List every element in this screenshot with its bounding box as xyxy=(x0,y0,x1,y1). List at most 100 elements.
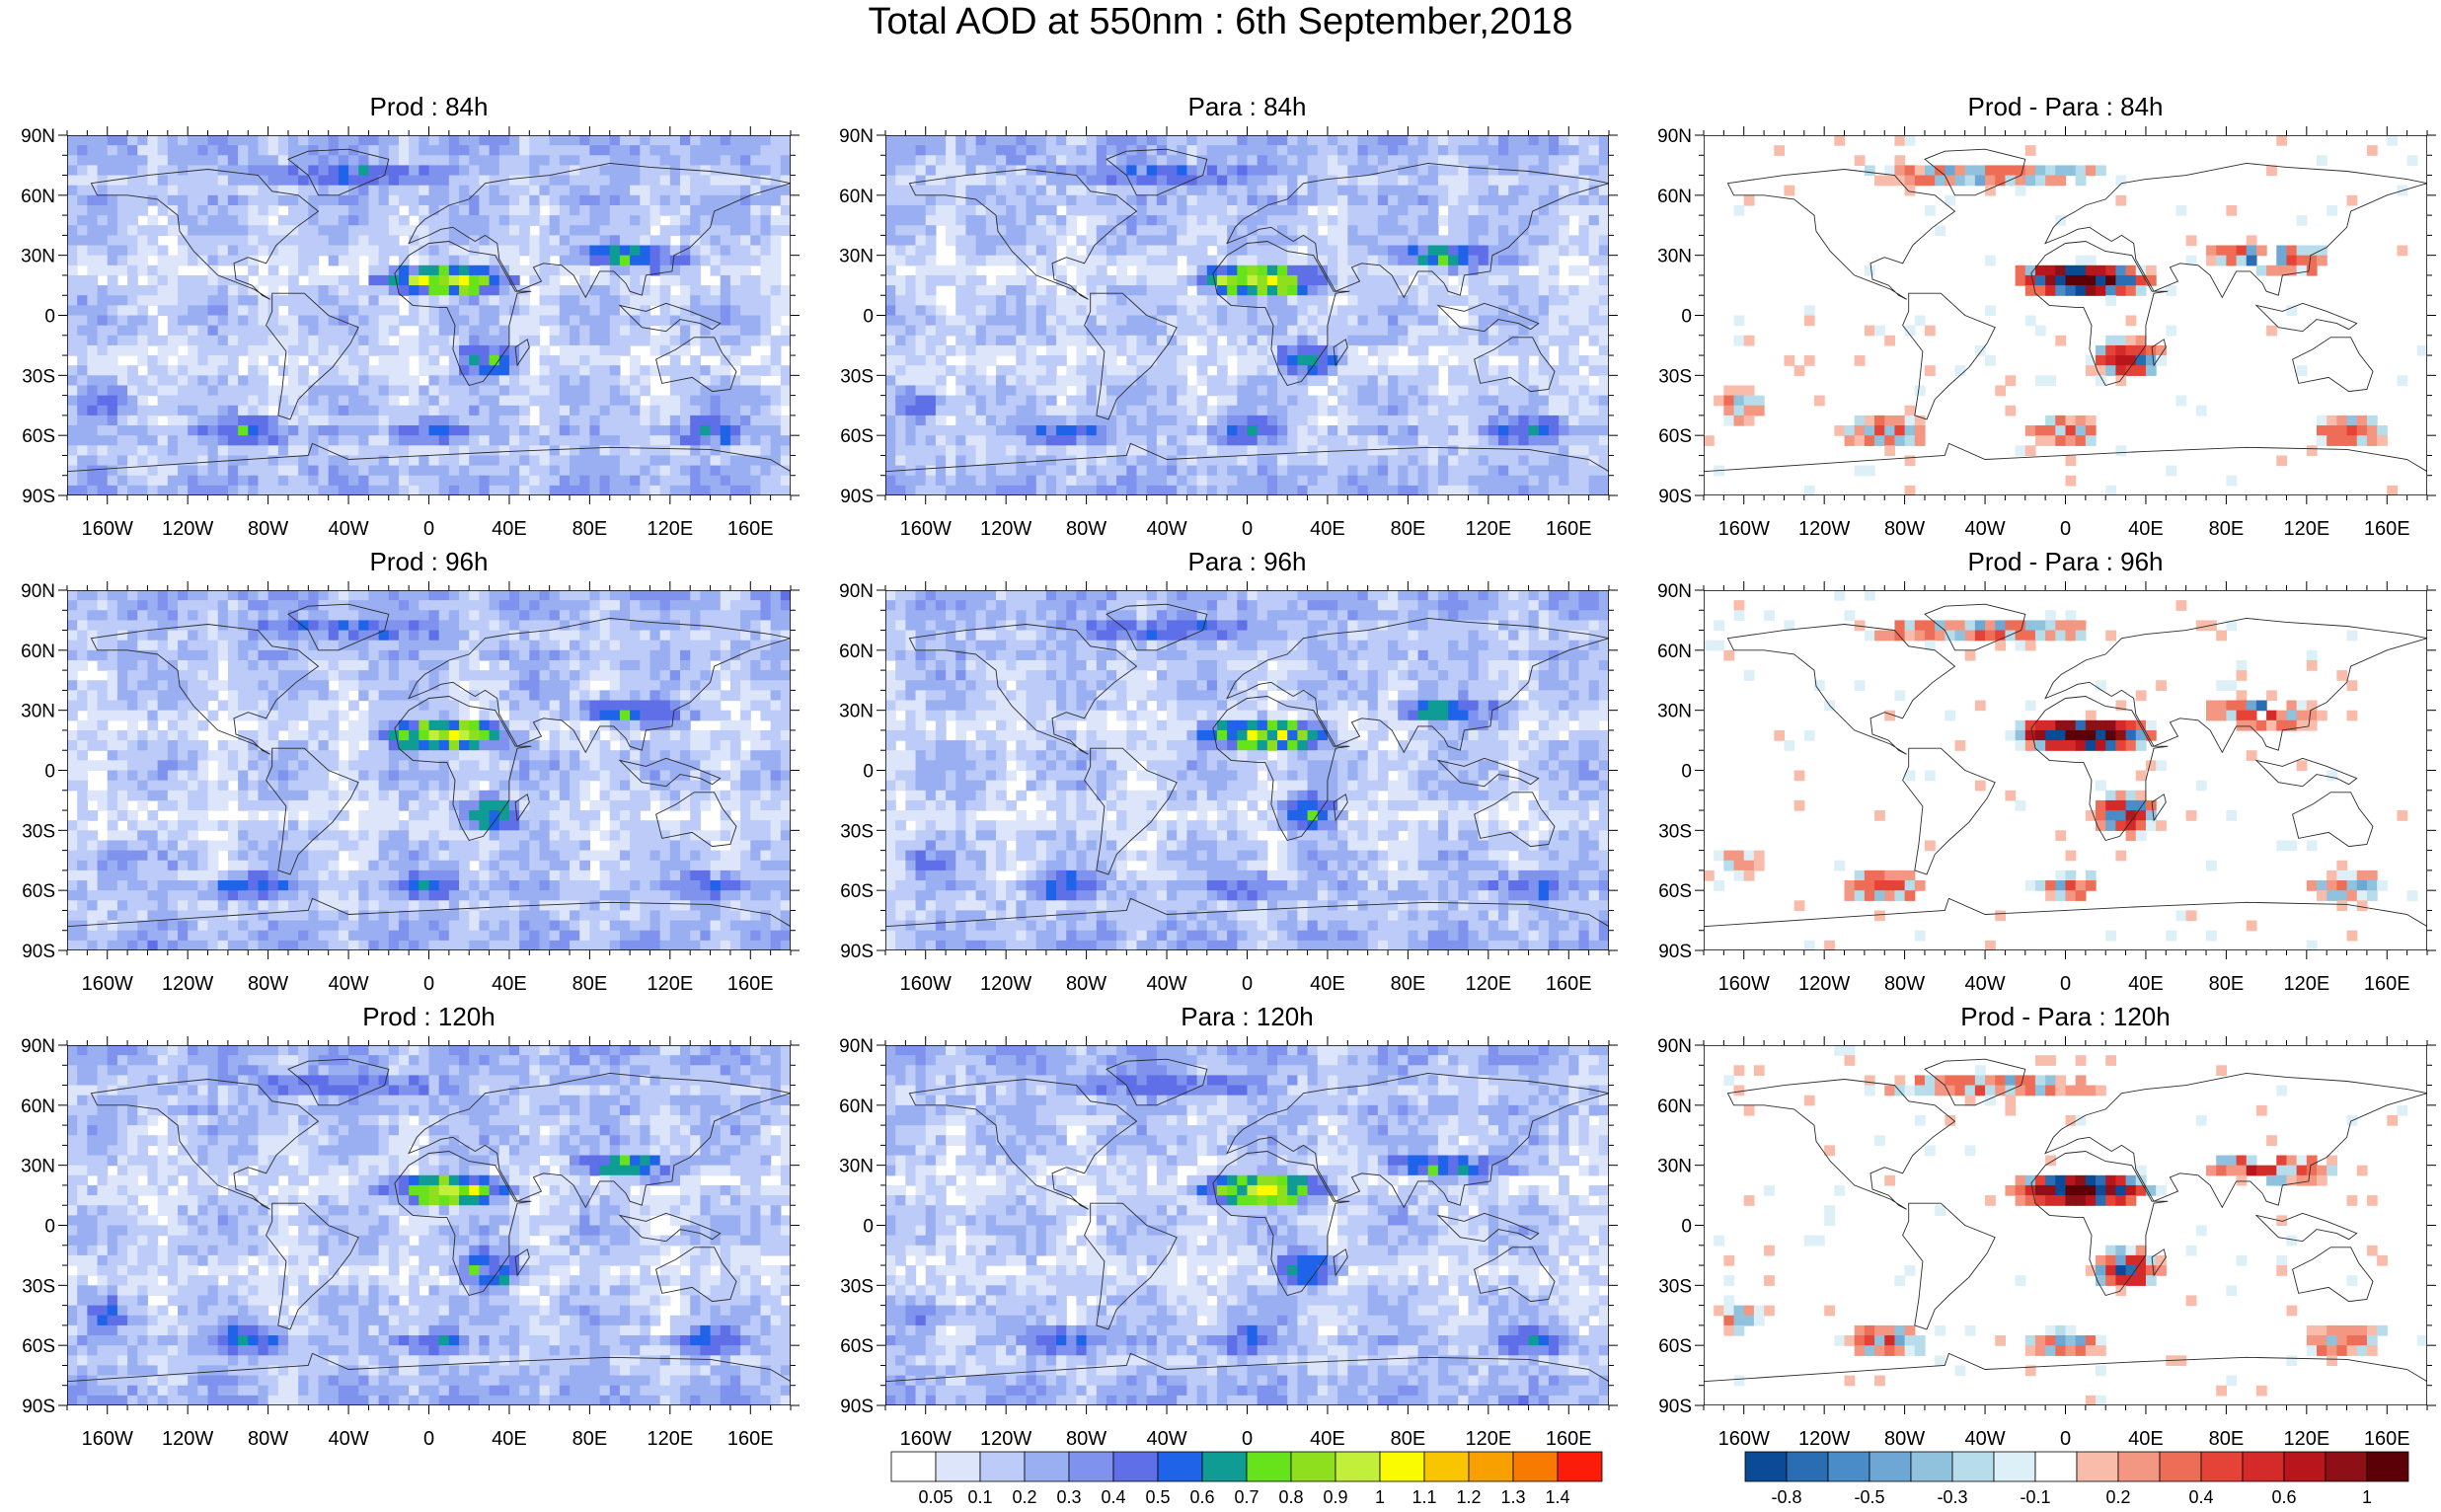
map-field xyxy=(1704,1045,2427,1405)
lon-label: 160E xyxy=(2364,1428,2410,1450)
colorbar-box xyxy=(1827,1451,1870,1482)
lat-label: 90S xyxy=(840,1397,874,1417)
axis-ticks xyxy=(877,581,1618,959)
lat-label: 0 xyxy=(1681,762,1692,783)
lon-label: 80W xyxy=(1066,1428,1106,1450)
axis-ticks xyxy=(877,126,1618,504)
lat-label: 60N xyxy=(1657,642,1692,662)
lon-label: 120E xyxy=(1465,518,1511,540)
lat-label: 30N xyxy=(839,702,874,722)
lon-labels: 160W 120W 80W 40W 0 40E 80E 120E 160E xyxy=(82,518,774,540)
lon-label: 120E xyxy=(2283,973,2329,995)
colorbar-box xyxy=(1512,1451,1559,1482)
colorbar-box xyxy=(1157,1451,1203,1482)
coastlines xyxy=(67,603,791,950)
lon-label: 120W xyxy=(1798,1428,1850,1450)
lat-label: 60N xyxy=(21,187,55,207)
map-panel-diff-120h: 90N 60N 30N 0 30S 60S 90S 160W 120W 80W 40W 0 40E 80E… xyxy=(1657,1036,2436,1450)
lon-label: 160E xyxy=(1546,973,1592,995)
lat-labels: 90N 60N 30N 0 30S 60S 90S xyxy=(839,126,874,507)
lon-labels: 160W 120W 80W 40W 0 40E 80E 120E 160E xyxy=(82,973,774,995)
panel-title-para-96h: Para : 96h xyxy=(1187,547,1307,576)
colorbar-label: 0.1 xyxy=(967,1487,992,1507)
lon-label: 40W xyxy=(1964,1428,2005,1450)
lat-label: 0 xyxy=(44,1217,55,1238)
lat-label: 90S xyxy=(22,487,55,507)
colorbar-label: 1.2 xyxy=(1456,1487,1481,1507)
lon-label: 40E xyxy=(492,518,527,540)
lat-label: 90S xyxy=(1658,1397,1692,1417)
lat-label: 60S xyxy=(1658,1336,1692,1357)
lon-label: 120E xyxy=(2283,518,2329,540)
colorbar-box xyxy=(1068,1451,1114,1482)
map-area xyxy=(1704,590,2427,950)
lat-label: 30N xyxy=(21,247,55,267)
lat-label: 90S xyxy=(1658,942,1692,962)
panel-title-diff-84h: Prod - Para : 84h xyxy=(1967,92,2164,121)
panel-title-prod-84h: Prod : 84h xyxy=(369,92,489,121)
lat-labels: 90N 60N 30N 0 30S 60S 90S xyxy=(21,126,55,507)
lon-label: 80E xyxy=(572,973,608,995)
lon-label: 160E xyxy=(727,1428,774,1450)
axis-ticks xyxy=(1695,1036,2436,1414)
colorbar-box xyxy=(1786,1451,1829,1482)
lon-label: 0 xyxy=(2060,973,2071,995)
lon-label: 0 xyxy=(1242,518,1253,540)
map-field xyxy=(885,1045,1609,1405)
lat-label: 60N xyxy=(839,1096,874,1117)
lon-label: 160W xyxy=(900,1428,952,1450)
lat-label: 60N xyxy=(1657,187,1692,207)
lon-label: 0 xyxy=(2060,518,2071,540)
colorbar-box xyxy=(1744,1451,1788,1482)
colorbar-label: 0.05 xyxy=(918,1487,953,1507)
colorbar-label: 1.4 xyxy=(1545,1487,1569,1507)
colorbar-box xyxy=(2076,1451,2119,1482)
map-panel-para-120h: 90N 60N 30N 0 30S 60S 90S 160W 120W 80W 40W 0 40E 80E… xyxy=(839,1036,1618,1450)
lat-label: 30N xyxy=(1657,702,1692,722)
map-field xyxy=(1704,135,2427,495)
colorbar-label: 1.3 xyxy=(1500,1487,1525,1507)
lat-label: 30S xyxy=(1658,366,1692,387)
lon-label: 40E xyxy=(1310,518,1345,540)
lon-label: 160E xyxy=(727,518,774,540)
lon-label: 120E xyxy=(647,518,693,540)
map-panel-prod-84h: 90N 60N 30N 0 30S 60S 90S 160W 120W 80W 40W 0 40E 80E… xyxy=(21,126,800,540)
lat-label: 60N xyxy=(21,642,55,662)
lat-label: 60S xyxy=(1658,881,1692,902)
lat-label: 30N xyxy=(1657,247,1692,267)
map-field xyxy=(67,1045,791,1405)
colorbar-label: 0.3 xyxy=(1056,1487,1081,1507)
colorbar-box xyxy=(1024,1451,1070,1482)
lat-label: 30S xyxy=(22,1276,55,1297)
lon-label: 80W xyxy=(248,973,288,995)
coastlines xyxy=(1704,603,2427,950)
lon-label: 80E xyxy=(572,518,608,540)
lon-label: 160W xyxy=(1718,518,1770,540)
lon-label: 120E xyxy=(2283,1428,2329,1450)
lon-label: 80E xyxy=(1391,518,1426,540)
lon-label: 80W xyxy=(1884,1428,1925,1450)
aod-colorbar: 0.05 0.1 0.2 0.3 0.4 0.5 0.6 0.7 0.8 0.9 1 1.1 1.2 1.… xyxy=(890,1451,1603,1507)
map-area xyxy=(885,135,1609,495)
lat-label: 30S xyxy=(22,821,55,842)
lon-label: 40E xyxy=(2128,1428,2164,1450)
lat-label: 90S xyxy=(22,1397,55,1417)
lon-label: 80W xyxy=(1884,518,1925,540)
map-panel-diff-96h: 90N 60N 30N 0 30S 60S 90S 160W 120W 80W 40W 0 40E 80E… xyxy=(1657,581,2436,995)
colorbar-box xyxy=(1379,1451,1425,1482)
colorbar-label: 0.2 xyxy=(2105,1487,2130,1507)
lon-label: 80W xyxy=(1884,973,1925,995)
colorbar-label: 1.1 xyxy=(1411,1487,1436,1507)
lon-label: 120E xyxy=(1465,973,1511,995)
lon-label: 0 xyxy=(423,973,434,995)
lon-label: 80E xyxy=(2209,518,2245,540)
lat-labels: 90N 60N 30N 0 30S 60S 90S xyxy=(1657,581,1692,962)
lon-label: 40E xyxy=(2128,518,2164,540)
lon-label: 80E xyxy=(1391,1428,1426,1450)
map-field xyxy=(885,135,1609,495)
lon-label: 120W xyxy=(162,518,213,540)
axis-ticks xyxy=(1695,581,2436,959)
colorbar-label: 0.5 xyxy=(1145,1487,1170,1507)
axis-ticks xyxy=(1695,126,2436,504)
colorbar-label: -0.1 xyxy=(2020,1487,2050,1507)
